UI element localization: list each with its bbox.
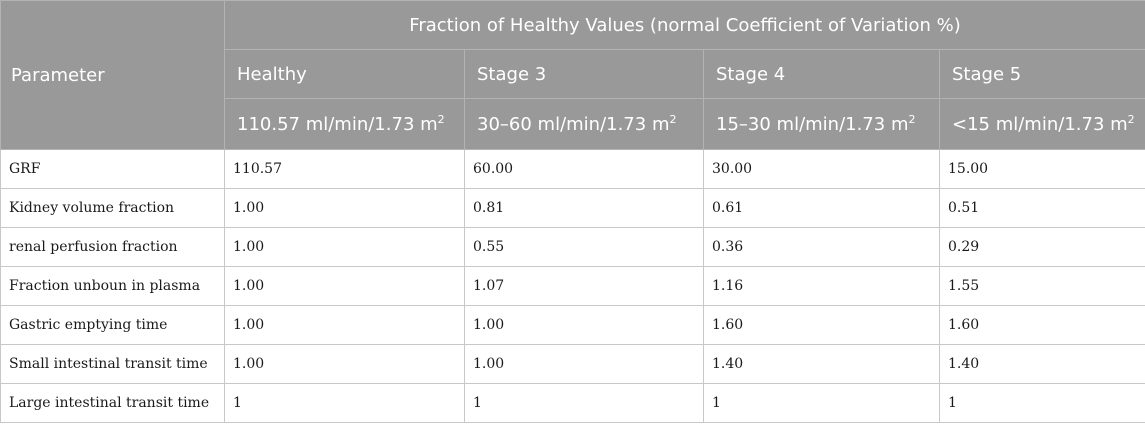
value-cell: 1 (224, 383, 465, 423)
gfr-superscript: 2 (908, 112, 916, 126)
stage-header: Healthy (224, 49, 465, 99)
value-cell: 0.36 (703, 227, 940, 267)
table-row: Fraction unboun in plasma 1.00 1.07 1.16… (0, 266, 1145, 306)
gfr-header-text: 15–30 ml/min/1.73 m (716, 113, 909, 135)
table-row: GRF 110.57 60.00 30.00 15.00 (0, 149, 1145, 189)
gfr-header-text: 110.57 ml/min/1.73 m (237, 113, 438, 135)
value-cell: 1 (464, 383, 704, 423)
value-cell: 60.00 (464, 149, 704, 189)
table-row: Gastric emptying time 1.00 1.00 1.60 1.6… (0, 305, 1145, 345)
stage-header: Stage 4 (703, 49, 940, 99)
value-cell: 1.00 (464, 344, 704, 384)
table-row: renal perfusion fraction 1.00 0.55 0.36 … (0, 227, 1145, 267)
gfr-header: 110.57 ml/min/1.73 m2 (224, 98, 465, 150)
parameter-cell: Large intestinal transit time (0, 383, 225, 423)
stage-header: Stage 3 (464, 49, 704, 99)
table-header: Parameter Fraction of Healthy Values (no… (0, 0, 1145, 150)
value-cell: 1.07 (464, 266, 704, 306)
gfr-header: 15–30 ml/min/1.73 m2 (703, 98, 940, 150)
value-cell: 1.40 (703, 344, 940, 384)
gfr-header-text: <15 ml/min/1.73 m (952, 113, 1128, 135)
value-cell: 110.57 (224, 149, 465, 189)
value-cell: 0.51 (938, 188, 1145, 228)
value-cell: 1.00 (224, 344, 465, 384)
gfr-superscript: 2 (1127, 112, 1135, 126)
value-cell: 1.00 (224, 188, 465, 228)
group-header: Fraction of Healthy Values (normal Coeff… (223, 0, 1145, 50)
parameter-cell: renal perfusion fraction (0, 227, 225, 267)
gfr-superscript: 2 (437, 112, 445, 126)
parameter-cell: Fraction unboun in plasma (0, 266, 225, 306)
value-cell: 1.00 (224, 266, 465, 306)
table-body: GRF 110.57 60.00 30.00 15.00 Kidney volu… (0, 149, 1145, 423)
value-cell: 0.81 (464, 188, 704, 228)
value-cell: 0.55 (464, 227, 704, 267)
value-cell: 0.61 (703, 188, 940, 228)
value-cell: 1.40 (938, 344, 1145, 384)
value-cell: 1 (938, 383, 1145, 423)
parameter-header: Parameter (0, 0, 225, 150)
gfr-header-text: 30–60 ml/min/1.73 m (477, 113, 670, 135)
table-row: Kidney volume fraction 1.00 0.81 0.61 0.… (0, 188, 1145, 228)
header-row-gfr: 110.57 ml/min/1.73 m2 30–60 ml/min/1.73 … (1, 98, 1145, 150)
value-cell: 30.00 (703, 149, 940, 189)
header-row-group: Parameter Fraction of Healthy Values (no… (0, 0, 1145, 150)
stage-header: Stage 5 (938, 49, 1145, 99)
table-row: Large intestinal transit time 1 1 1 1 (0, 383, 1145, 423)
table-row: Small intestinal transit time 1.00 1.00 … (0, 344, 1145, 384)
value-cell: 15.00 (938, 149, 1145, 189)
value-cell: 0.29 (938, 227, 1145, 267)
value-cell: 1.00 (464, 305, 704, 345)
value-cell: 1 (703, 383, 940, 423)
gfr-header: <15 ml/min/1.73 m2 (938, 98, 1145, 150)
gfr-superscript: 2 (669, 112, 677, 126)
gfr-header: 30–60 ml/min/1.73 m2 (464, 98, 704, 150)
value-cell: 1.16 (703, 266, 940, 306)
value-cell: 1.55 (938, 266, 1145, 306)
value-cell: 1.60 (938, 305, 1145, 345)
value-cell: 1.60 (703, 305, 940, 345)
parameter-cell: Small intestinal transit time (0, 344, 225, 384)
value-cell: 1.00 (224, 227, 465, 267)
parameter-cell: Gastric emptying time (0, 305, 225, 345)
header-row-stages: Healthy Stage 3 Stage 4 Stage 5 (1, 49, 1145, 99)
parameter-cell: Kidney volume fraction (0, 188, 225, 228)
value-cell: 1.00 (224, 305, 465, 345)
parameter-cell: GRF (0, 149, 225, 189)
